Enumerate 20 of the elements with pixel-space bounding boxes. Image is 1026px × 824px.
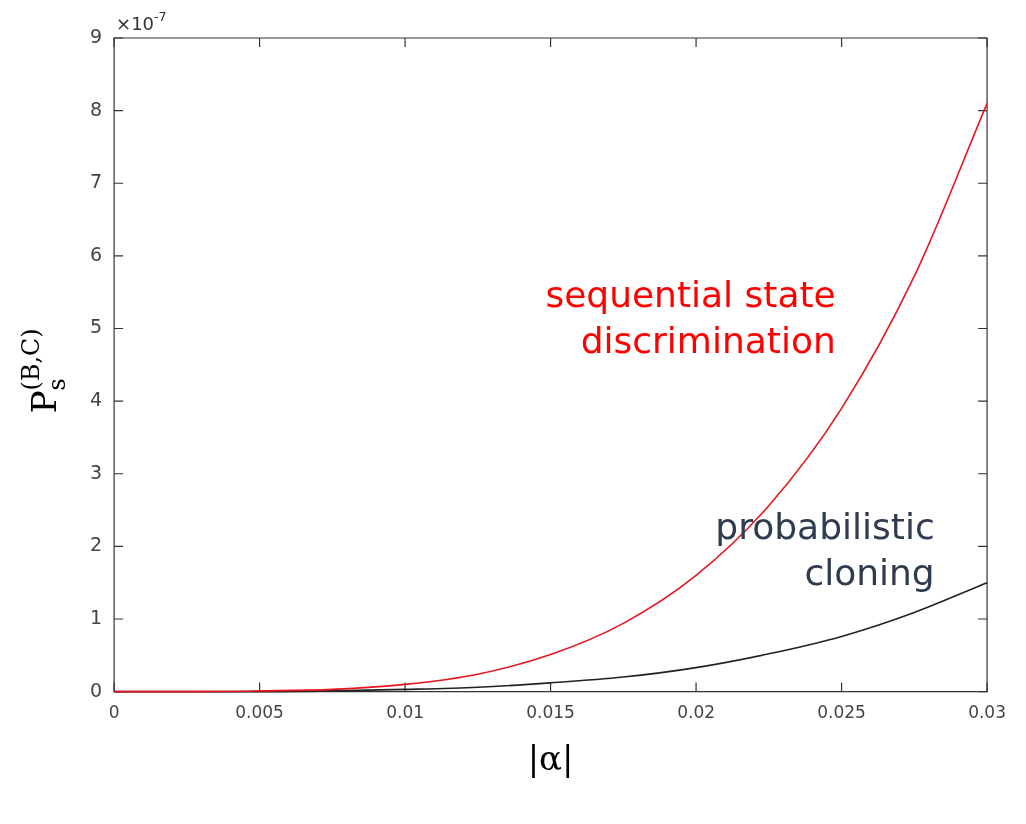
y-axis-title: Ps(B,C)	[17, 328, 71, 414]
x-axis-title: |α|	[527, 737, 574, 778]
y-tick-label: 4	[89, 388, 103, 411]
y-tick-label: 8	[89, 97, 103, 120]
x-tick-label: 0.015	[526, 702, 575, 723]
y-tick-label: 9	[89, 24, 103, 47]
series-label: sequential state discrimination	[545, 273, 836, 361]
x-tick-label: 0.03	[968, 702, 1006, 723]
y-tick-label: 5	[89, 315, 103, 338]
x-tick-label: 0.025	[817, 702, 866, 723]
y-tick-label: 0	[89, 678, 103, 701]
x-tick-label: 0.005	[235, 702, 284, 723]
y-tick-label: 3	[89, 460, 103, 483]
y-tick-label: 6	[89, 242, 103, 265]
x-tick-label: 0.01	[386, 702, 425, 723]
y-tick-label: 1	[89, 605, 103, 628]
y-tick-label: 7	[89, 170, 103, 193]
x-tick-label: 0	[108, 702, 120, 723]
x-tick-label: 0.02	[677, 702, 716, 723]
y-tick-label: 2	[89, 533, 103, 556]
